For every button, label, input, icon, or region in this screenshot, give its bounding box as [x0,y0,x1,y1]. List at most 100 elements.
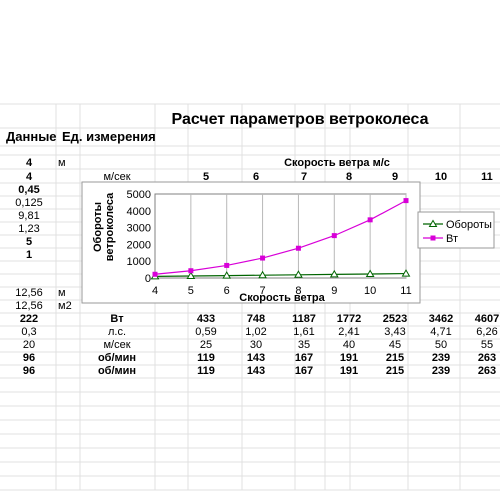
result-unit-cell[interactable]: об/мин [98,365,136,377]
input-value-cell[interactable]: 4 [26,157,33,169]
x-axis-label: Скорость ветра [239,292,325,304]
result-value-cell[interactable]: 143 [247,365,265,377]
result-value-cell[interactable]: 143 [247,352,265,364]
result-value-cell[interactable]: 748 [247,313,265,325]
result-unit-cell[interactable]: м/сек [103,339,130,351]
input-value-cell[interactable]: 0,125 [15,197,43,209]
input-value-cell[interactable]: 96 [23,352,35,364]
result-value-cell[interactable]: 191 [340,352,358,364]
input-value-cell[interactable]: 5 [26,236,32,248]
x-tick-label: 4 [152,285,158,297]
speed-value-cell[interactable]: 5 [203,171,209,183]
speed-row: м/сек 5 6 7 8 9 10 11 [103,171,492,183]
legend-label: Вт [446,233,458,245]
result-value-cell[interactable]: 239 [432,365,450,377]
data-point-vt [260,255,266,261]
input-value-cell[interactable]: 9,81 [18,210,39,222]
input-value-cell[interactable]: 222 [20,313,38,325]
result-value-cell[interactable]: 191 [340,365,358,377]
result-value-cell[interactable]: 263 [478,365,496,377]
data-point-oboroty [294,270,303,278]
x-tick-label: 7 [260,285,266,297]
input-value-cell[interactable]: 1,23 [18,223,39,235]
result-value-cell[interactable]: 25 [200,339,212,351]
speed-value-cell[interactable]: 10 [435,171,447,183]
header-unit[interactable]: Ед. измерения [62,129,156,144]
x-tick-label: 8 [295,285,301,297]
input-value-cell[interactable]: 4 [26,171,33,183]
result-value-cell[interactable]: 215 [386,365,404,377]
speed-value-cell[interactable]: 11 [481,171,493,183]
result-value-cell[interactable]: 1,02 [245,326,266,338]
y-tick-label: 5000 [127,189,151,201]
result-value-cell[interactable]: 30 [250,339,262,351]
result-value-cell[interactable]: 40 [343,339,355,351]
y-tick-label: 3000 [127,223,151,235]
input-value-cell[interactable]: 0,3 [21,326,36,338]
result-value-cell[interactable]: 215 [386,352,404,364]
legend-box [417,211,495,249]
result-value-cell[interactable]: 35 [298,339,310,351]
result-value-cell[interactable]: 6,26 [476,326,497,338]
result-value-cell[interactable]: 3,43 [384,326,405,338]
result-value-cell[interactable]: 3462 [429,313,453,325]
y-axis-label: Обороты ветроколеса [92,192,116,261]
result-value-cell[interactable]: 2,41 [338,326,359,338]
result-value-cell[interactable]: 55 [481,339,493,351]
input-unit-cell[interactable]: м [58,287,66,299]
speed-unit-cell[interactable]: м/сек [103,171,130,183]
chart[interactable]: 0 1000 2000 3000 4000 5000 4 5 6 7 8 9 10 11 Скорост… [81,181,495,304]
result-value-cell[interactable]: 50 [435,339,447,351]
x-tick-label: 9 [331,285,337,297]
x-tick-label: 11 [400,285,411,297]
result-unit-cell[interactable]: Вт [110,313,124,325]
y-tick-label: 0 [145,273,151,285]
input-unit-cell[interactable]: м2 [58,300,72,312]
data-point-vt [224,262,230,268]
result-value-cell[interactable]: 2523 [383,313,407,325]
result-value-cell[interactable]: 167 [295,365,313,377]
data-point-oboroty [365,269,375,277]
y-tick-label: 4000 [127,206,151,218]
input-value-cell[interactable]: 12,56 [15,300,43,312]
result-value-cell[interactable]: 433 [197,313,215,325]
speed-value-cell[interactable]: 7 [301,171,307,183]
speed-value-cell[interactable]: 8 [346,171,352,183]
result-value-cell[interactable]: 1187 [292,313,316,325]
input-value-cell[interactable]: 20 [23,339,35,351]
data-point-oboroty [186,271,196,280]
data-point-oboroty [329,269,339,278]
input-value-cell[interactable]: 12,56 [15,287,43,299]
input-unit-cell[interactable]: м [58,157,66,169]
result-value-cell[interactable]: 45 [389,339,401,351]
input-value-cell[interactable]: 1 [26,249,32,261]
x-tick-label: 10 [364,285,376,297]
result-value-cell[interactable]: 119 [197,352,215,364]
data-point-vt [295,245,301,251]
result-value-cell[interactable]: 4,71 [430,326,451,338]
input-value-cell[interactable]: 0,45 [18,184,39,196]
series-line-vt [154,200,407,275]
y-tick-label: 1000 [127,256,151,268]
result-unit-cell[interactable]: об/мин [98,352,136,364]
result-value-cell[interactable]: 0,59 [195,326,216,338]
result-value-cell[interactable]: 167 [295,352,313,364]
data-point-vt [331,233,337,239]
result-value-cell[interactable]: 4607 [475,313,499,325]
data-point-vt [152,271,158,277]
result-value-cell[interactable]: 1772 [337,313,361,325]
y-tick-label: 2000 [127,239,151,251]
speed-value-cell[interactable]: 6 [253,171,259,183]
header-data[interactable]: Данные [6,129,57,144]
y-axis-ticks: 0 1000 2000 3000 4000 5000 [127,189,151,285]
result-value-cell[interactable]: 1,61 [293,326,314,338]
speed-header[interactable]: Скорость ветра м/с [284,157,390,169]
result-unit-cell[interactable]: л.с. [108,326,126,338]
result-value-cell[interactable]: 239 [432,352,450,364]
speed-value-cell[interactable]: 9 [392,171,398,183]
legend-marker-triangle [428,219,438,227]
plot-area [154,193,407,279]
result-value-cell[interactable]: 119 [197,365,215,377]
input-value-cell[interactable]: 96 [23,365,35,377]
result-value-cell[interactable]: 263 [478,352,496,364]
